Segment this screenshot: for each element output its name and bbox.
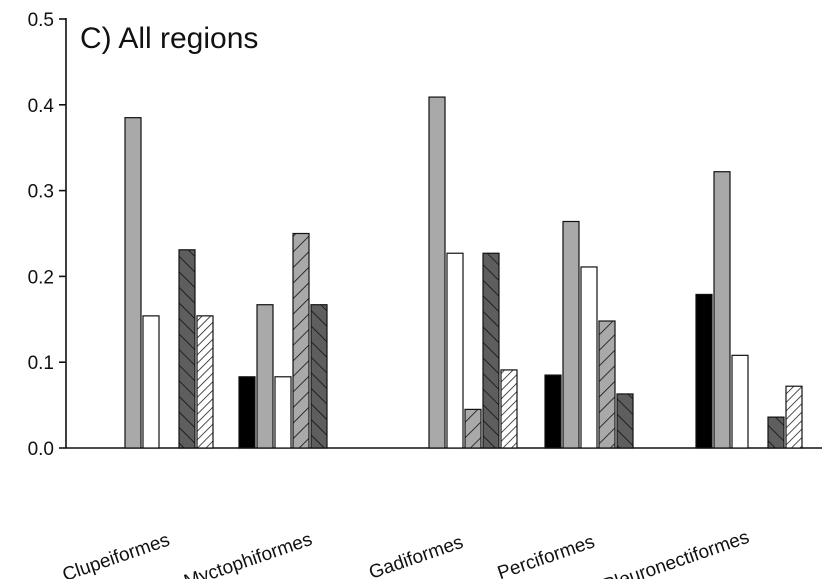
y-tick-label: 0.4 xyxy=(28,96,55,117)
bar-myctophiformes-s5 xyxy=(310,304,328,449)
x-category-label: Perciformes xyxy=(495,531,598,579)
bar-clupeiformes-s3 xyxy=(142,315,160,449)
bar-gadiformes-s3 xyxy=(446,252,464,449)
bar-pleuronectiformes-s6 xyxy=(785,385,803,449)
bar-perciformes-s2 xyxy=(562,220,580,449)
bar-gadiformes-s2 xyxy=(428,96,446,449)
bar-gadiformes-s5 xyxy=(482,252,500,449)
bar-perciformes-s3 xyxy=(580,266,598,449)
bar-pleuronectiformes-s3 xyxy=(731,354,749,449)
bar-gadiformes-s6 xyxy=(500,369,518,449)
x-category-label: Gadiformes xyxy=(366,532,466,579)
category-labels: Clupeiformes Myctophiformes Gadiformes Perc… xyxy=(60,527,752,579)
bar-myctophiformes-s3 xyxy=(274,376,292,449)
bar-myctophiformes-s2 xyxy=(256,304,274,449)
y-tick-label: 0.3 xyxy=(28,182,54,203)
bars xyxy=(124,96,803,449)
bar-gadiformes-s4 xyxy=(464,408,482,449)
bar-pleuronectiformes-s5 xyxy=(767,416,785,449)
bar-clupeiformes-s6 xyxy=(196,315,214,449)
y-tick-label: 0.0 xyxy=(28,439,54,460)
bar-clupeiformes-s2 xyxy=(124,117,142,449)
y-tick-label: 0.5 xyxy=(28,10,54,31)
bar-perciformes-s4 xyxy=(598,320,616,449)
bar-perciformes-s1 xyxy=(544,374,562,449)
bar-pleuronectiformes-s2 xyxy=(713,171,731,449)
x-category-label: Myctophiformes xyxy=(181,529,315,579)
y-tick-label: 0.2 xyxy=(28,267,54,288)
x-category-label: Clupeiformes xyxy=(60,530,173,579)
bar-pleuronectiformes-s1 xyxy=(695,293,713,449)
bar-clupeiformes-s5 xyxy=(178,249,196,449)
y-tick-label: 0.1 xyxy=(28,353,54,374)
x-category-label: Pleuronectiformes xyxy=(600,527,752,579)
chart-title: C) All regions xyxy=(80,22,258,55)
bar-myctophiformes-s4 xyxy=(292,232,310,449)
bar-myctophiformes-s1 xyxy=(238,376,256,449)
bar-perciformes-s5 xyxy=(616,393,634,449)
